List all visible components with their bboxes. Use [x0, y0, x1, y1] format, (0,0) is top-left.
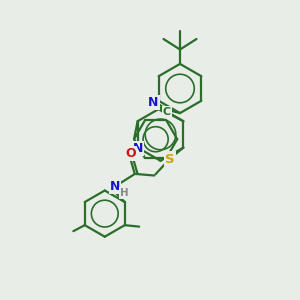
Text: N: N — [148, 96, 159, 110]
Text: S: S — [165, 152, 175, 166]
Text: N: N — [110, 180, 121, 193]
Text: O: O — [125, 147, 136, 160]
Text: N: N — [133, 142, 143, 155]
Text: C: C — [163, 107, 171, 117]
Text: H: H — [120, 188, 128, 198]
